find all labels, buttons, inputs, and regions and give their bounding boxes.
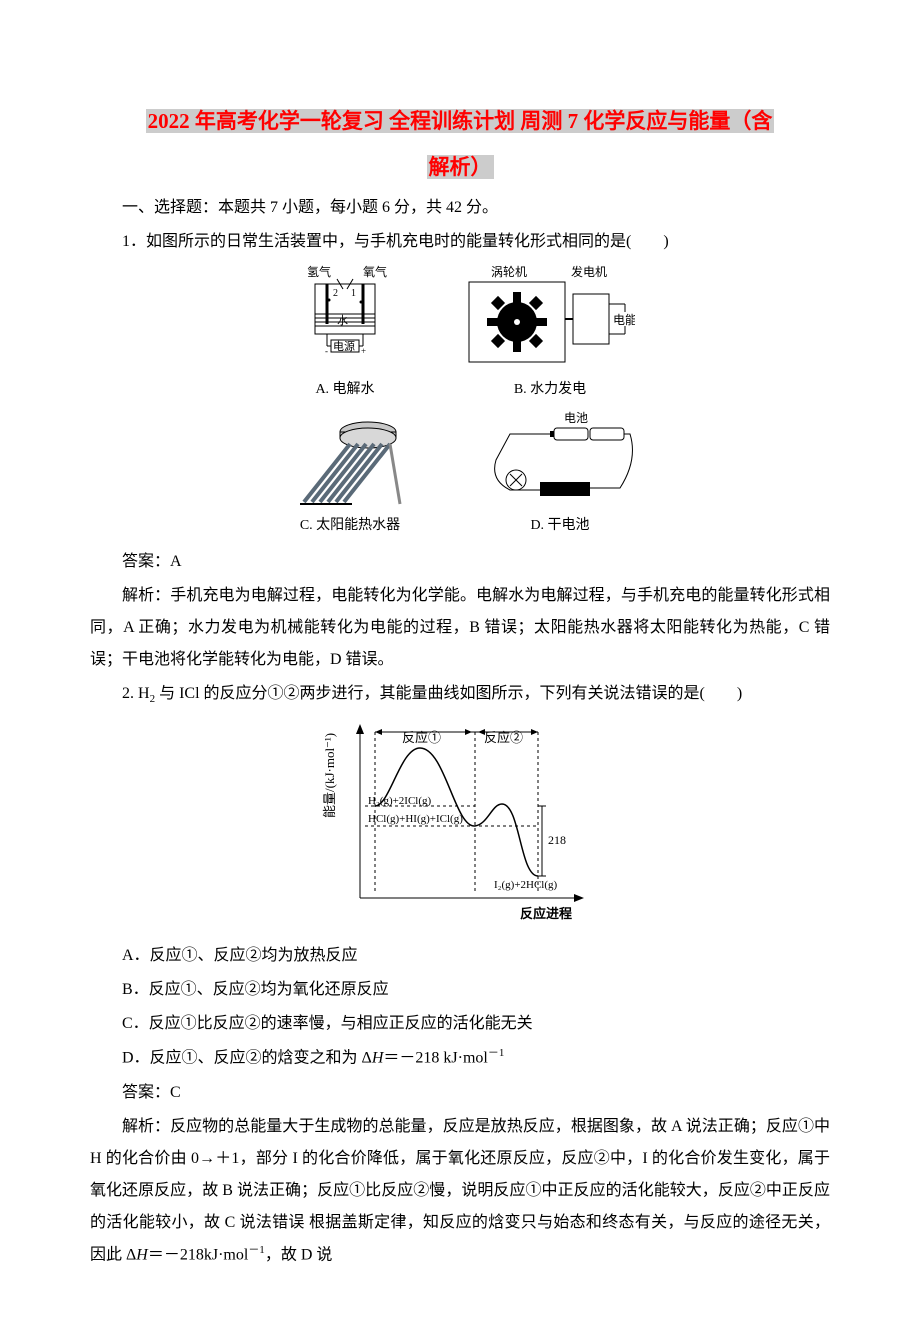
svg-text:H₂(g)+2ICl(g): H₂(g)+2ICl(g): [368, 795, 432, 807]
q2-optD-sup: －1: [488, 1047, 505, 1059]
q2-optA: A．反应①、反应②均为放热反应: [90, 940, 830, 972]
q1-figA-caption: A. 电解水: [285, 376, 405, 404]
svg-text:电池: 电池: [564, 411, 588, 425]
electrolysis-icon: 氢气 氧气 水 2 1 - + 电源: [285, 264, 405, 374]
q2-optD-post: ＝－218 kJ·mol: [383, 1050, 487, 1067]
svg-text:涡轮机: 涡轮机: [491, 265, 527, 279]
q1-figC: C. 太阳能热水器: [280, 410, 420, 540]
q1-expl-text: 手机充电为电解过程，电能转化为化学能。电解水为电解过程，与手机充电的能量转化形式…: [90, 587, 830, 668]
q1-stem: 1．如图所示的日常生活装置中，与手机充电时的能量转化形式相同的是( ): [90, 226, 830, 258]
svg-text:+: +: [361, 346, 366, 356]
q2-optB: B．反应①、反应②均为氧化还原反应: [90, 974, 830, 1006]
q1-figB-caption: B. 水力发电: [465, 376, 635, 404]
svg-text:电能: 电能: [613, 313, 635, 327]
q2-optD: D．反应①、反应②的焓变之和为 ΔH＝－218 kJ·mol－1: [90, 1042, 830, 1074]
q2-optC: C．反应①比反应②的速率慢，与相应正反应的活化能无关: [90, 1008, 830, 1040]
q2-answer-value: C: [170, 1084, 181, 1101]
page-title-wrap2: 解析）: [90, 146, 830, 188]
hydropower-icon: 涡轮机 发电机: [465, 264, 635, 374]
q1-answer-value: A: [170, 553, 182, 570]
q1-figB: 涡轮机 发电机: [465, 264, 635, 404]
svg-text:反应进程: 反应进程: [520, 906, 572, 921]
q2-optD-pre: D．反应①、反应②的焓变之和为 Δ: [122, 1050, 372, 1067]
q1-figD-caption: D. 干电池: [480, 512, 640, 540]
q2-expl-p2: ＝－218kJ·mol: [148, 1246, 248, 1263]
solar-heater-icon: [280, 410, 420, 510]
q1-figure-row-2: C. 太阳能热水器 电池 D. 干电池: [90, 410, 830, 540]
svg-text:氧气: 氧气: [363, 264, 387, 279]
q2-answer: 答案：C: [90, 1077, 830, 1109]
svg-text:218: 218: [548, 833, 566, 847]
dry-cell-icon: 电池: [480, 410, 640, 510]
q2-stem-post: 与 ICl 的反应分①②两步进行，其能量曲线如图所示，下列有关说法错误的是( ): [155, 685, 742, 702]
section-header: 一、选择题：本题共 7 小题，每小题 6 分，共 42 分。: [90, 192, 830, 224]
q1-figA: 氢气 氧气 水 2 1 - + 电源: [285, 264, 405, 404]
expl-label: 解析：: [122, 587, 170, 604]
q2-stem: 2. H2 与 ICl 的反应分①②两步进行，其能量曲线如图所示，下列有关说法错…: [90, 678, 830, 710]
q2-expl-p3: ，故 D 说: [265, 1246, 333, 1263]
svg-text:HCl(g)+HI(g)+ICl(g): HCl(g)+HI(g)+ICl(g): [368, 813, 463, 825]
svg-text:2: 2: [333, 288, 338, 299]
q2-stem-pre: 2. H: [122, 685, 150, 702]
energy-curve-chart: 能量/(kJ·mol⁻¹) 反应① 反应② H₂(g)+2ICl(g) HCl(…: [320, 718, 600, 938]
q2-expl-p1: 反应物的总能量大于生成物的总能量，反应是放热反应，根据图象，故 A 说法正确；反…: [90, 1118, 830, 1263]
q2-expl-sup: －1: [248, 1244, 265, 1256]
q1-figD: 电池 D. 干电池: [480, 410, 640, 540]
svg-text:电源: 电源: [333, 339, 355, 353]
q1-answer: 答案：A: [90, 546, 830, 578]
q2-expl-H: H: [136, 1246, 148, 1263]
q2-chart: 能量/(kJ·mol⁻¹) 反应① 反应② H₂(g)+2ICl(g) HCl(…: [90, 718, 830, 938]
page-title-wrap: 2022 年高考化学一轮复习 全程训练计划 周测 7 化学反应与能量（含: [90, 100, 830, 142]
svg-text:I₂(g)+2HCl(g): I₂(g)+2HCl(g): [494, 879, 558, 891]
q2-optD-H: H: [372, 1050, 384, 1067]
expl-label-2: 解析：: [122, 1118, 170, 1135]
q2-explanation: 解析：反应物的总能量大于生成物的总能量，反应是放热反应，根据图象，故 A 说法正…: [90, 1111, 830, 1271]
svg-text:氢气: 氢气: [307, 264, 331, 279]
svg-text:-: -: [325, 346, 328, 356]
svg-text:能量/(kJ·mol⁻¹): 能量/(kJ·mol⁻¹): [322, 733, 337, 818]
page-title-2: 解析）: [427, 155, 494, 179]
q1-explanation: 解析：手机充电为电解过程，电能转化为化学能。电解水为电解过程，与手机充电的能量转…: [90, 580, 830, 676]
svg-text:1: 1: [351, 288, 356, 299]
q1-figC-caption: C. 太阳能热水器: [280, 512, 420, 540]
svg-text:发电机: 发电机: [571, 264, 607, 279]
page-title-1: 2022 年高考化学一轮复习 全程训练计划 周测 7 化学反应与能量（含: [146, 109, 775, 133]
q1-figure-row-1: 氢气 氧气 水 2 1 - + 电源: [90, 264, 830, 404]
svg-text:水: 水: [337, 314, 348, 327]
answer-label-2: 答案：: [122, 1084, 170, 1101]
answer-label: 答案：: [122, 553, 170, 570]
